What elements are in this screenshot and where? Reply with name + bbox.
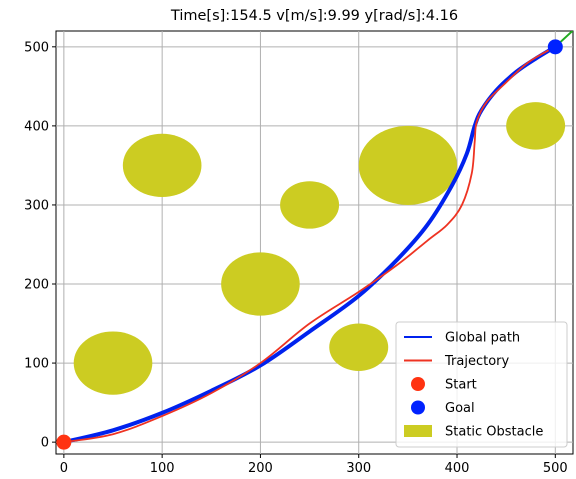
chart-title: Time[s]:154.5 v[m/s]:9.99 y[rad/s]:4.16 bbox=[170, 8, 458, 24]
y-tick-label: 300 bbox=[24, 198, 49, 213]
static-obstacle bbox=[280, 181, 340, 229]
y-tick-label: 500 bbox=[24, 40, 49, 55]
plot-area bbox=[55, 30, 574, 455]
y-tick-label: 200 bbox=[24, 278, 49, 293]
y-axis: 0 100 200 300 400 500 bbox=[24, 40, 56, 451]
static-obstacle bbox=[329, 323, 389, 371]
legend-goal-label: Goal bbox=[445, 401, 475, 416]
start-marker bbox=[56, 434, 72, 450]
plot-content bbox=[56, 31, 573, 450]
x-tick-label: 0 bbox=[60, 461, 68, 476]
legend-static-obstacle-label: Static Obstacle bbox=[445, 425, 543, 440]
static-obstacle bbox=[506, 102, 566, 150]
y-tick-label: 0 bbox=[41, 436, 49, 451]
x-tick-label: 500 bbox=[543, 461, 568, 476]
legend-static-obstacle-swatch bbox=[404, 425, 432, 437]
x-tick-label: 100 bbox=[150, 461, 175, 476]
x-tick-label: 400 bbox=[445, 461, 470, 476]
legend-trajectory-label: Trajectory bbox=[444, 354, 509, 369]
static-obstacle bbox=[221, 252, 300, 316]
grid bbox=[56, 31, 573, 454]
y-tick-label: 100 bbox=[24, 357, 49, 372]
goal-marker bbox=[547, 39, 563, 55]
static-obstacle bbox=[122, 133, 202, 198]
y-tick-label: 400 bbox=[24, 119, 49, 134]
legend-box bbox=[395, 321, 568, 448]
series-trajectory-line bbox=[63, 46, 556, 444]
obstacles-layer bbox=[73, 102, 566, 395]
static-obstacle bbox=[358, 125, 458, 205]
series-global-path-line bbox=[61, 44, 558, 445]
legend-start-label: Start bbox=[445, 378, 477, 393]
legend-goal-swatch bbox=[411, 400, 425, 415]
x-tick-label: 200 bbox=[248, 461, 273, 476]
x-tick-label: 300 bbox=[346, 461, 371, 476]
x-axis: 0 100 200 300 400 500 bbox=[60, 454, 568, 476]
static-obstacle bbox=[73, 331, 153, 395]
markers-layer bbox=[56, 39, 563, 450]
legend-start-swatch bbox=[411, 377, 425, 391]
legend-global-path-label: Global path bbox=[445, 331, 520, 346]
legend: Global path Trajectory Start Goal Static Obs… bbox=[395, 321, 568, 448]
